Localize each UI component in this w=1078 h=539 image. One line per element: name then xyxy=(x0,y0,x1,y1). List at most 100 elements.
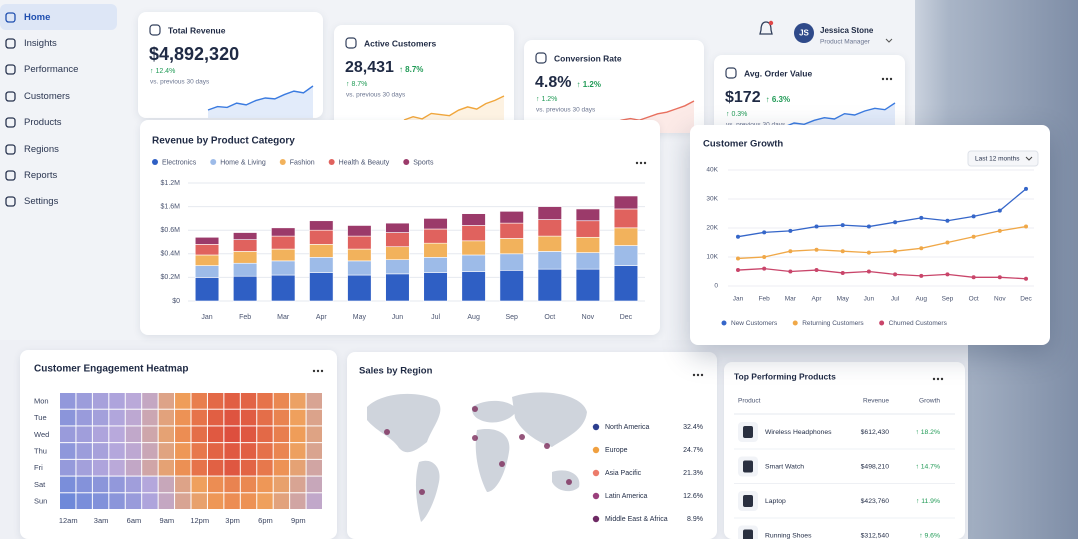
heat-cell xyxy=(257,459,273,476)
avatar[interactable] xyxy=(794,23,814,43)
heat-cell xyxy=(109,393,125,409)
heat-cell xyxy=(290,443,306,459)
heat-cell xyxy=(257,476,273,493)
heat-cell xyxy=(273,476,290,493)
nav-label: Regions xyxy=(24,143,59,155)
bar-segment xyxy=(233,262,258,277)
x-tick-label: Jul xyxy=(891,296,900,303)
nav-item[interactable]: Performance xyxy=(0,57,117,83)
range-dropdown[interactable]: Last 12 months xyxy=(967,150,1039,167)
avatar-initials: JS xyxy=(799,29,809,38)
nav-item[interactable]: Regions xyxy=(0,136,117,162)
heat-cell xyxy=(76,393,92,409)
bar-segment xyxy=(194,265,220,278)
heat-cell xyxy=(158,443,175,459)
legend-label: Churned Customers xyxy=(889,320,948,327)
more-menu[interactable] xyxy=(635,161,647,165)
nav-icon-shape xyxy=(5,11,16,23)
series-point xyxy=(971,214,976,219)
nav-item[interactable]: Products xyxy=(0,110,117,136)
series-point xyxy=(893,220,898,225)
series-point xyxy=(788,249,793,254)
column-label: 3am xyxy=(94,516,109,525)
series-point xyxy=(1024,186,1028,191)
series-point xyxy=(893,272,898,277)
nav-item[interactable]: Home xyxy=(0,4,117,30)
bar-segment xyxy=(309,257,334,273)
heat-cell xyxy=(76,409,92,426)
row-label: Sat xyxy=(34,480,46,489)
more-menu[interactable] xyxy=(881,77,893,81)
nav-item[interactable]: Customers xyxy=(0,83,117,109)
dropdown-chevron xyxy=(1025,156,1033,161)
more-menu[interactable] xyxy=(932,377,944,381)
x-tick-label: Nov xyxy=(582,314,595,321)
bar-segment xyxy=(271,235,296,250)
menu-dot xyxy=(320,369,324,373)
map-marker xyxy=(419,489,425,495)
continent xyxy=(512,392,587,447)
heat-cell xyxy=(175,409,191,426)
nav-icon xyxy=(5,11,16,23)
menu-dot xyxy=(635,161,639,165)
nav-item[interactable]: Reports xyxy=(0,162,117,188)
heat-cell xyxy=(273,459,290,476)
heat-cell xyxy=(142,393,158,409)
heat-cell xyxy=(191,476,207,493)
x-tick-label: Sep xyxy=(505,314,518,321)
series-point xyxy=(814,247,819,252)
legend-swatch xyxy=(721,320,727,326)
series-line xyxy=(737,225,1027,260)
series-line xyxy=(737,188,1027,238)
heat-cell xyxy=(306,459,322,476)
kpi-change: ↑ 0.3% xyxy=(726,111,747,118)
nav-item[interactable]: Settings xyxy=(0,189,117,215)
x-tick-label: Oct xyxy=(969,296,979,303)
nav-item[interactable]: Insights xyxy=(0,30,117,56)
table-cell: $498,210 xyxy=(861,463,890,470)
bar-segment xyxy=(461,225,486,242)
bar-segment xyxy=(461,254,486,272)
world-map xyxy=(367,392,587,522)
legend-swatch xyxy=(152,159,158,165)
heat-cell xyxy=(207,443,224,459)
more-menu[interactable] xyxy=(692,373,704,377)
series-point xyxy=(762,266,767,271)
heat-cell xyxy=(207,426,224,443)
map-marker xyxy=(519,434,525,440)
heatmap-card: Customer Engagement Heatmap Mon Tue Wed Thu F… xyxy=(20,350,337,539)
heat-cell xyxy=(207,476,224,493)
kpi-change: ↑ 1.2% xyxy=(536,96,557,103)
row-label: Wed xyxy=(34,430,49,439)
heat-cell xyxy=(142,476,158,493)
table-cell: Wireless Headphones xyxy=(765,429,832,436)
heat-cell xyxy=(76,459,92,476)
legend-label: Electronics xyxy=(162,159,197,166)
column-label: 12pm xyxy=(190,516,209,525)
bar-segment xyxy=(613,245,639,266)
bar-segment xyxy=(385,259,410,275)
bar-segment xyxy=(347,248,372,262)
y-tick-label: $0.6M xyxy=(161,227,181,234)
x-tick-label: Sep xyxy=(942,296,954,303)
heat-cell xyxy=(109,459,125,476)
kpi-note: vs. previous 30 days xyxy=(536,107,596,114)
nav-icon xyxy=(5,38,16,49)
more-menu[interactable] xyxy=(312,369,324,373)
menu-dot xyxy=(696,373,700,377)
legend-label: Sports xyxy=(413,159,434,166)
heat-cell xyxy=(76,476,92,493)
kpi-note: vs. previous 30 days xyxy=(150,79,210,86)
x-tick-label: Feb xyxy=(759,296,771,303)
x-tick-label: Dec xyxy=(1020,296,1032,303)
nav-icon-shape xyxy=(5,91,16,102)
bar-segment xyxy=(423,218,448,230)
bar-segment xyxy=(385,232,410,248)
bar-segment xyxy=(537,235,562,252)
dropdown-label: Last 12 months xyxy=(975,156,1020,163)
kpi-value: $172 xyxy=(725,89,761,106)
heat-cell xyxy=(175,393,191,409)
sparkline xyxy=(403,95,505,121)
table-cell: Smart Watch xyxy=(765,463,804,470)
user-menu-chevron[interactable] xyxy=(885,38,893,43)
